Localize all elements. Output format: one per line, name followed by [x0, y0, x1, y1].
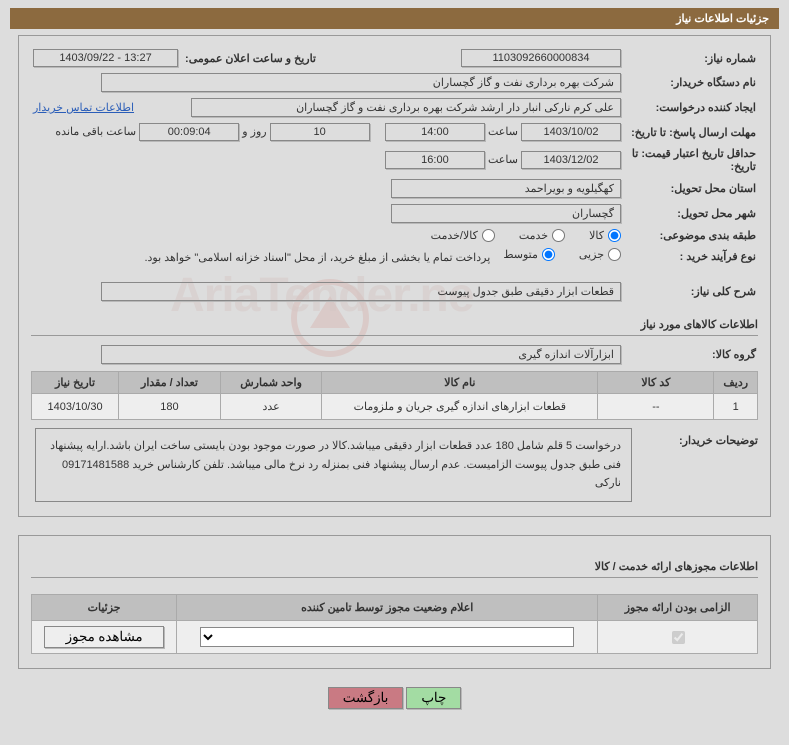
col-5: تاریخ نیاز	[32, 372, 119, 394]
r0c2: قطعات ابزارهای اندازه گیری جریان و ملزوم…	[322, 394, 598, 420]
category-opt-2[interactable]: کالا/خدمت	[431, 229, 495, 242]
goods-group-value: ابزارآلات اندازه گیری	[101, 345, 621, 364]
overall-desc-table: شرح کلی نیاز: قطعات ابزار دقیقی طبق جدول…	[31, 279, 758, 304]
buyer-contact-link[interactable]: اطلاعات تماس خریدار	[33, 102, 134, 114]
permits-panel: اطلاعات مجوزهای ارائه خدمت / کالا الزامی…	[18, 535, 771, 669]
back-button[interactable]: بازگشت	[328, 687, 404, 709]
goods-table-row: 1 -- قطعات ابزارهای اندازه گیری جریان و …	[32, 394, 758, 420]
ptype-opt-1-label: متوسط	[503, 248, 538, 261]
category-options: کالا خدمت کالا/خدمت	[33, 229, 621, 242]
permit-status-cell	[177, 621, 598, 654]
goods-section-title: اطلاعات کالاهای مورد نیاز	[31, 314, 758, 336]
ptype-opt-0-label: جزیی	[579, 248, 604, 261]
col-4: تعداد / مقدار	[119, 372, 221, 394]
permits-title: اطلاعات مجوزهای ارائه خدمت / کالا	[31, 556, 758, 578]
category-opt-2-radio[interactable]	[482, 229, 495, 242]
permit-mandatory-checkbox	[672, 631, 685, 644]
deadline-days: 10	[270, 123, 370, 141]
deadline-rem-time: 00:09:04	[139, 123, 239, 141]
print-button[interactable]: چاپ	[406, 687, 461, 709]
permits-head-row: الزامی بودن ارائه مجوز اعلام وضعیت مجوز …	[32, 595, 758, 621]
permits-row: مشاهده مجوز	[32, 621, 758, 654]
category-label: طبقه بندی موضوعی:	[623, 226, 758, 245]
col-3: واحد شمارش	[220, 372, 322, 394]
view-permit-button[interactable]: مشاهده مجوز	[44, 626, 164, 648]
pcol-1: اعلام وضعیت مجوز توسط تامین کننده	[177, 595, 598, 621]
permit-status-select[interactable]	[200, 627, 574, 647]
validity-date: 1403/12/02	[521, 151, 621, 169]
permit-mandatory-cell	[598, 621, 758, 654]
validity-time: 16:00	[385, 151, 485, 169]
announce-value: 13:27 - 1403/09/22	[33, 49, 178, 67]
deadline-time: 14:00	[385, 123, 485, 141]
category-opt-1[interactable]: خدمت	[519, 229, 565, 242]
ptype-opt-0[interactable]: جزیی	[579, 248, 621, 261]
ptype-opt-1-radio[interactable]	[542, 248, 555, 261]
deadline-label: مهلت ارسال پاسخ: تا تاریخ:	[623, 120, 758, 144]
page-title: جزئیات اطلاعات نیاز	[676, 13, 769, 25]
purchase-type-note: پرداخت تمام یا بخشی از مبلغ خرید، از محل…	[144, 251, 490, 264]
permit-detail-cell: مشاهده مجوز	[32, 621, 177, 654]
validity-label: حداقل تاریخ اعتبار قیمت: تا تاریخ:	[623, 144, 758, 176]
city-label: شهر محل تحویل:	[623, 201, 758, 226]
category-opt-0-label: کالا	[589, 229, 604, 242]
requester-label: ایجاد کننده درخواست:	[623, 95, 758, 120]
page-header: جزئیات اطلاعات نیاز	[10, 8, 779, 29]
requester-value: علی کرم نارکی انبار دار ارشد شرکت بهره ب…	[191, 98, 621, 117]
main-panel: شماره نیاز: 1103092660000834 تاریخ و ساع…	[18, 35, 771, 517]
r0c4: 180	[119, 394, 221, 420]
deadline-rem-label: ساعت باقی مانده	[55, 126, 136, 138]
actions-bar: چاپ بازگشت	[0, 687, 789, 709]
purchase-type-options: جزیی متوسط	[503, 248, 621, 261]
buyer-desc-row: توضیحات خریدار: درخواست 5 قلم شامل 180 ع…	[31, 420, 758, 502]
goods-group-table: گروه کالا: ابزارآلات اندازه گیری	[31, 342, 758, 367]
category-opt-2-label: کالا/خدمت	[431, 229, 478, 242]
category-opt-1-radio[interactable]	[552, 229, 565, 242]
deadline-date: 1403/10/02	[521, 123, 621, 141]
province-label: استان محل تحویل:	[623, 176, 758, 201]
need-no-value: 1103092660000834	[461, 49, 621, 67]
validity-time-label: ساعت	[488, 154, 518, 166]
deadline-time-label: ساعت	[488, 126, 518, 138]
col-1: کد کالا	[598, 372, 714, 394]
goods-table: ردیف کد کالا نام کالا واحد شمارش تعداد /…	[31, 371, 758, 420]
overall-desc-value: قطعات ابزار دقیقی طبق جدول پیوست	[101, 282, 621, 301]
r0c1: --	[598, 394, 714, 420]
category-opt-1-label: خدمت	[519, 229, 548, 242]
col-0: ردیف	[714, 372, 758, 394]
overall-desc-label: شرح کلی نیاز:	[623, 279, 758, 304]
announce-label: تاریخ و ساعت اعلان عمومی:	[183, 46, 318, 70]
province-value: کهگیلویه و بویراحمد	[391, 179, 621, 198]
city-value: گچساران	[391, 204, 621, 223]
pcol-0: الزامی بودن ارائه مجوز	[598, 595, 758, 621]
buyer-desc-label: توضیحات خریدار:	[642, 420, 758, 447]
ptype-opt-1[interactable]: متوسط	[503, 248, 555, 261]
purchase-type-label: نوع فرآیند خرید :	[623, 245, 758, 267]
deadline-days-and: روز و	[242, 126, 266, 138]
goods-table-head-row: ردیف کد کالا نام کالا واحد شمارش تعداد /…	[32, 372, 758, 394]
buyer-org-value: شرکت بهره برداری نفت و گاز گچساران	[101, 73, 621, 92]
col-2: نام کالا	[322, 372, 598, 394]
category-opt-0[interactable]: کالا	[589, 229, 621, 242]
goods-group-label: گروه کالا:	[623, 342, 758, 367]
form-table: شماره نیاز: 1103092660000834 تاریخ و ساع…	[31, 46, 758, 267]
permits-table: الزامی بودن ارائه مجوز اعلام وضعیت مجوز …	[31, 594, 758, 654]
need-no-label: شماره نیاز:	[623, 46, 758, 70]
r0c0: 1	[714, 394, 758, 420]
ptype-opt-0-radio[interactable]	[608, 248, 621, 261]
pcol-2: جزئیات	[32, 595, 177, 621]
category-opt-0-radio[interactable]	[608, 229, 621, 242]
buyer-desc-value: درخواست 5 قلم شامل 180 عدد قطعات ابزار د…	[35, 428, 632, 502]
r0c5: 1403/10/30	[32, 394, 119, 420]
buyer-org-label: نام دستگاه خریدار:	[623, 70, 758, 95]
r0c3: عدد	[220, 394, 322, 420]
